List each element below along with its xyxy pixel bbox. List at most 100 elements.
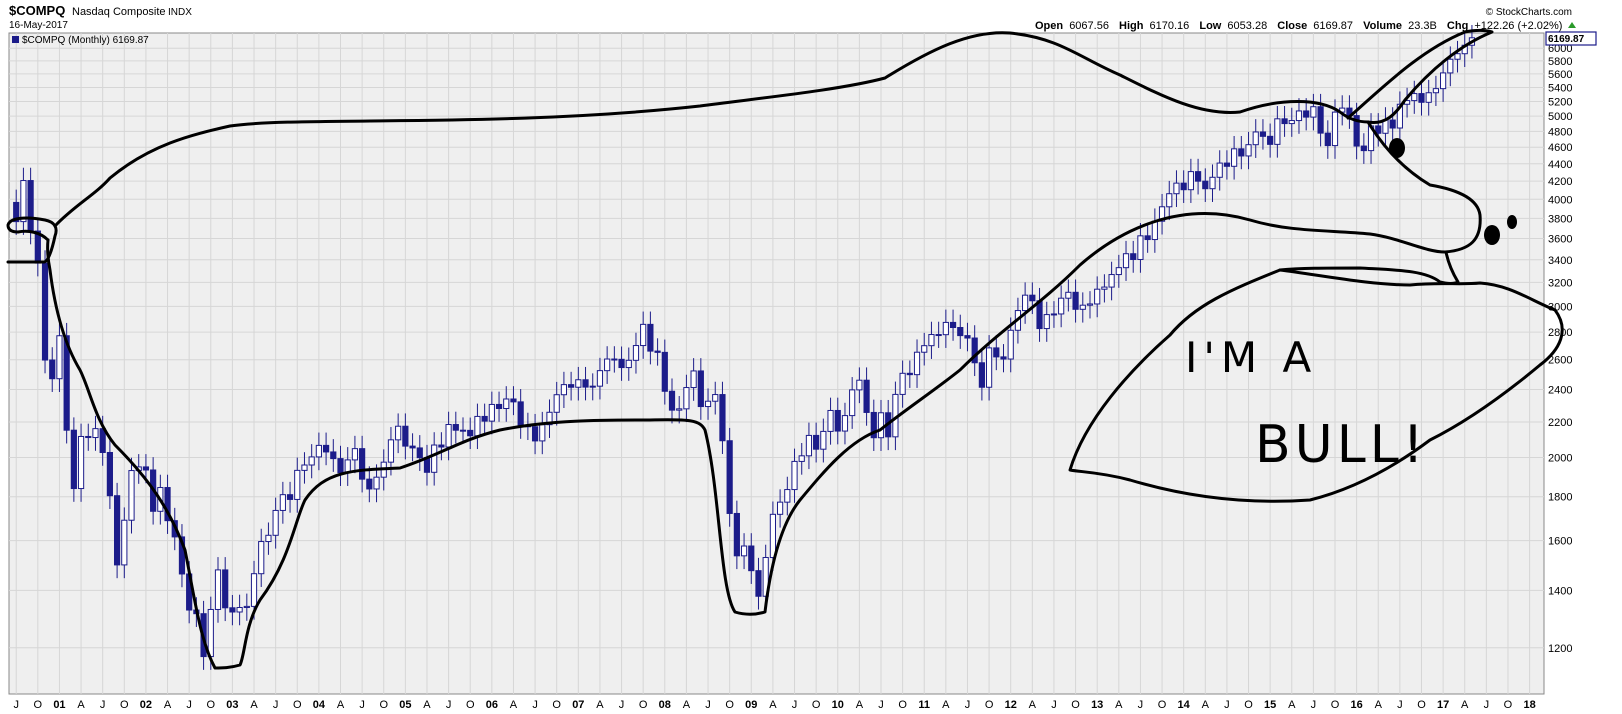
y-tick-label: 2800 xyxy=(1548,327,1572,339)
y-tick-label: 1800 xyxy=(1548,492,1572,504)
candle-down xyxy=(402,425,409,447)
candle-up xyxy=(1101,286,1108,290)
candle-up xyxy=(1050,313,1058,316)
x-tick-label: J xyxy=(359,699,365,711)
x-tick-label: A xyxy=(1115,699,1123,711)
candle-up xyxy=(683,387,690,410)
candle-up xyxy=(474,415,481,437)
stat-high-value: 6170.16 xyxy=(1150,20,1190,32)
y-tick-label: 6000 xyxy=(1548,43,1572,55)
x-tick-label: 04 xyxy=(313,699,326,711)
x-tick-label: 13 xyxy=(1091,699,1103,711)
candle-up xyxy=(640,323,647,347)
x-tick-label: O xyxy=(293,699,302,711)
candle-up xyxy=(1209,176,1216,190)
candle-down xyxy=(582,379,589,388)
x-tick-label: O xyxy=(120,699,129,711)
y-tick-label: 1400 xyxy=(1548,585,1572,597)
candle-up xyxy=(1216,162,1223,178)
candle-up xyxy=(805,434,813,457)
candle-up xyxy=(92,428,99,439)
candle-down xyxy=(661,351,668,392)
candle-up xyxy=(560,384,568,396)
x-tick-label: O xyxy=(639,699,648,711)
candle-up xyxy=(1158,206,1166,222)
candle-down xyxy=(964,335,971,339)
legend-swatch xyxy=(12,36,19,43)
candle-down xyxy=(495,403,503,410)
candle-down xyxy=(222,569,229,609)
candle-down xyxy=(618,358,625,369)
x-axis: J O 01 A J O 02 A J O 03 A J O 04 A J O 05 A J O 06 A J O 07 A J O 08 A… xyxy=(13,699,1535,711)
candle-up xyxy=(604,358,611,372)
candle-up xyxy=(1440,72,1447,90)
candle-up xyxy=(769,513,776,559)
x-tick-label: 10 xyxy=(832,699,844,711)
x-tick-label: 02 xyxy=(140,699,152,711)
bull-belly-legs xyxy=(46,238,882,670)
x-tick-label: O xyxy=(207,699,216,711)
candle-down xyxy=(813,434,820,450)
y-tick-label: 4600 xyxy=(1548,142,1572,154)
candle-down xyxy=(654,350,661,353)
candle-down xyxy=(870,411,877,439)
candle-down xyxy=(647,323,654,352)
candle-up xyxy=(265,534,272,543)
candle-down xyxy=(1389,119,1396,129)
x-tick-label: 15 xyxy=(1264,699,1276,711)
candle-down xyxy=(697,370,704,408)
candle-up xyxy=(690,370,697,389)
candle-up xyxy=(777,501,784,515)
candle-up xyxy=(488,403,495,422)
stat-chg-label: Chg xyxy=(1447,20,1468,32)
index-name: Nasdaq Composite xyxy=(72,6,166,18)
bull-eye xyxy=(1389,138,1405,158)
candle-up xyxy=(1231,148,1238,167)
candle-up xyxy=(1447,58,1454,74)
candle-up xyxy=(431,444,438,473)
candle-up xyxy=(1411,93,1418,102)
x-tick-label: A xyxy=(683,699,691,711)
x-tick-label: 05 xyxy=(399,699,411,711)
candle-up xyxy=(899,372,906,395)
candle-up xyxy=(315,444,322,458)
x-tick-label: 06 xyxy=(486,699,498,711)
candle-up xyxy=(676,408,683,411)
candle-up xyxy=(596,370,604,387)
candle-down xyxy=(409,445,416,449)
candle-down xyxy=(1036,300,1043,330)
x-tick-label: J xyxy=(13,699,19,711)
candle-down xyxy=(70,429,77,490)
candle-down xyxy=(1360,145,1367,152)
stat-open-label: Open xyxy=(1035,20,1063,32)
candle-down xyxy=(1029,294,1036,302)
x-tick-label: 12 xyxy=(1005,699,1017,711)
candle-up xyxy=(928,334,935,347)
x-tick-label: O xyxy=(466,699,475,711)
candle-down xyxy=(1375,125,1382,134)
stat-open-value: 6067.56 xyxy=(1069,20,1109,32)
x-tick-label: O xyxy=(1158,699,1167,711)
candle-up xyxy=(214,569,222,610)
candle-up xyxy=(712,394,719,402)
candle-down xyxy=(1267,135,1274,145)
bull-tail xyxy=(6,216,58,264)
candle-down xyxy=(949,321,957,329)
y-tick-label: 5800 xyxy=(1548,56,1572,68)
candle-down xyxy=(49,359,56,380)
candle-up xyxy=(1288,120,1295,125)
candle-down xyxy=(1418,93,1425,103)
candle-down xyxy=(1180,182,1187,191)
y-tick-label: 4800 xyxy=(1548,126,1572,138)
x-tick-label: J xyxy=(619,699,625,711)
x-tick-label: O xyxy=(725,699,734,711)
y-tick-label: 2000 xyxy=(1548,452,1572,464)
y-tick-label: 5600 xyxy=(1548,69,1572,81)
candle-up xyxy=(308,456,315,466)
x-tick-label: 11 xyxy=(918,699,930,711)
stat-low-label: Low xyxy=(1199,20,1221,32)
x-tick-label: A xyxy=(1375,699,1383,711)
chart-header: $COMPQ Nasdaq Composite INDX 16-May-2017… xyxy=(9,3,1576,32)
x-tick-label: J xyxy=(965,699,971,711)
bull-face xyxy=(878,120,1482,432)
